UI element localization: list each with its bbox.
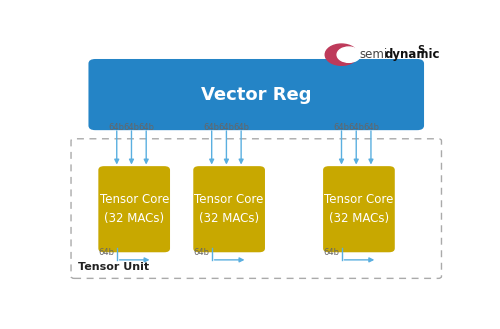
FancyBboxPatch shape	[71, 139, 442, 278]
Text: 64b: 64b	[109, 123, 125, 132]
FancyBboxPatch shape	[98, 166, 170, 252]
Text: 64b: 64b	[138, 123, 154, 132]
Text: 64b: 64b	[124, 123, 140, 132]
Text: 64b: 64b	[194, 248, 210, 257]
FancyBboxPatch shape	[323, 166, 395, 252]
Text: 64b: 64b	[218, 123, 234, 132]
Text: Tensor Core
(32 MACs): Tensor Core (32 MACs)	[194, 193, 264, 225]
Text: semi: semi	[360, 48, 388, 61]
Text: 64b: 64b	[348, 123, 364, 132]
FancyBboxPatch shape	[88, 59, 424, 130]
Text: 64b: 64b	[99, 248, 115, 257]
Text: Vector Reg: Vector Reg	[201, 86, 312, 104]
Text: 64b: 64b	[363, 123, 379, 132]
Circle shape	[325, 44, 358, 65]
Text: Tensor Core
(32 MACs): Tensor Core (32 MACs)	[100, 193, 169, 225]
Text: Tensor Core
(32 MACs): Tensor Core (32 MACs)	[324, 193, 394, 225]
Text: Tensor Unit: Tensor Unit	[78, 262, 149, 272]
Text: 64b: 64b	[324, 248, 340, 257]
Circle shape	[337, 47, 360, 62]
Text: 64b: 64b	[204, 123, 220, 132]
Text: 64b: 64b	[233, 123, 249, 132]
Text: S: S	[417, 45, 424, 55]
FancyBboxPatch shape	[194, 166, 265, 252]
Text: dynamic: dynamic	[384, 48, 440, 61]
Text: 64b: 64b	[334, 123, 349, 132]
